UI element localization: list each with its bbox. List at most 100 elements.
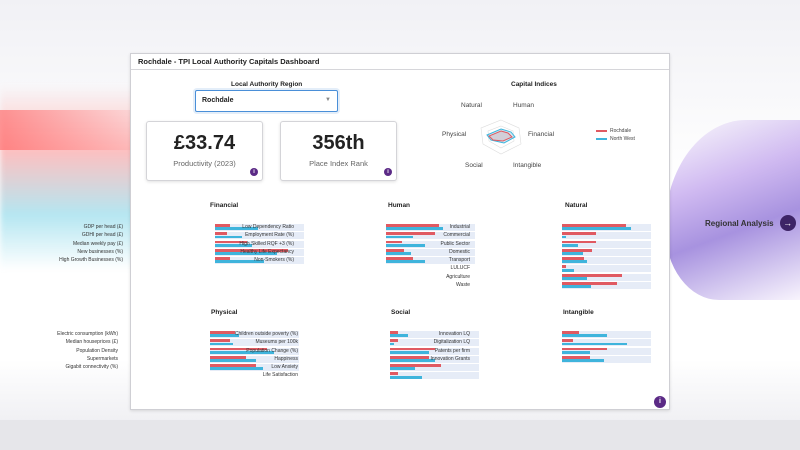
bar-track (215, 224, 304, 231)
bar-north-west (562, 235, 566, 239)
bar-rochdale (215, 248, 288, 252)
bar-label: Commercial (443, 232, 470, 239)
info-icon[interactable]: i (250, 168, 258, 176)
bar-rochdale (390, 339, 398, 343)
radar-grid-outer (480, 119, 522, 155)
bar-track (562, 347, 651, 355)
bar-label: Employment Rate (%) (245, 232, 294, 239)
bar-track (210, 331, 299, 338)
panel-title: Natural (565, 202, 588, 209)
bar-rochdale (215, 257, 231, 260)
bar-track (562, 232, 651, 240)
radar-label-physical: Physical (442, 131, 467, 138)
bar-track (386, 257, 475, 265)
bar-north-west (390, 342, 395, 346)
bar-north-west (386, 235, 413, 239)
bar-track (562, 257, 651, 265)
bar-label: Gigabit connectivity (%) (65, 364, 118, 371)
bar-label: High Skilled RQF +3 (%) (239, 240, 294, 247)
bar-rochdale (390, 364, 441, 367)
bar-rochdale (386, 257, 413, 260)
bar-label: Public Sector (440, 240, 470, 247)
bar-rochdale (390, 331, 398, 334)
bar-label: Transport (448, 257, 470, 264)
bar-rochdale (562, 240, 596, 244)
bar-rochdale (210, 339, 230, 343)
bar-rochdale (562, 224, 627, 227)
radar-label-financial: Financial (528, 131, 555, 138)
bar-north-west (215, 252, 278, 255)
bar-north-west (386, 252, 411, 255)
arrow-right-icon: → (779, 215, 796, 231)
info-icon[interactable]: i (654, 396, 666, 408)
bar-label: GDHI per head (£) (81, 232, 123, 239)
bar-track (390, 364, 479, 372)
legend-swatch (596, 138, 607, 140)
bar-label: Museums per 100k (255, 339, 298, 346)
regional-analysis-label: Regional Analysis (705, 218, 774, 228)
radar-label-intangible: Intangible (513, 162, 542, 169)
bar-track (562, 265, 651, 273)
region-select[interactable]: Rochdale ▼ (195, 90, 338, 112)
bar-rochdale (390, 372, 398, 376)
bar-north-west (386, 243, 426, 247)
legend-swatch (596, 130, 607, 132)
background-wave-left-accent (0, 110, 140, 150)
bar-label: Children outside poverty (%) (234, 331, 298, 337)
bar-rochdale (562, 339, 573, 343)
regional-analysis-link[interactable]: Regional Analysis → (705, 215, 796, 231)
bar-track (562, 331, 651, 338)
bar-track (210, 339, 299, 347)
bar-north-west (562, 243, 579, 247)
legend-item: North West (596, 136, 635, 142)
bar-north-west (390, 350, 430, 354)
bar-north-west (562, 334, 607, 338)
radar-grid-mid (487, 125, 515, 149)
bar-track (562, 282, 651, 290)
bar-north-west (215, 227, 258, 231)
info-icon[interactable]: i (384, 168, 392, 176)
bar-rochdale (210, 347, 267, 351)
bar-north-west (562, 285, 592, 289)
bar-track (562, 355, 651, 363)
bar-label: Digitalization LQ (433, 339, 470, 346)
radar-chart (480, 119, 522, 155)
legend-item: Rochdale (596, 128, 635, 134)
bar-rochdale (386, 224, 440, 227)
bar-rochdale (562, 355, 590, 359)
bar-north-west (215, 243, 253, 247)
bar-north-west (386, 260, 426, 264)
radar-legend: Rochdale North West (596, 128, 635, 144)
bar-rochdale (386, 240, 403, 244)
bar-label: Population Change (%) (246, 347, 298, 354)
kpi-value: 356th (312, 132, 365, 154)
bar-north-west (210, 359, 257, 362)
bar-label: Patents per firm (434, 347, 470, 354)
legend-label: North West (610, 136, 635, 142)
bar-rochdale (390, 355, 430, 359)
bar-rochdale (386, 248, 404, 252)
bar-rochdale (386, 232, 435, 236)
bar-track (386, 232, 475, 240)
bar-north-west (562, 252, 584, 255)
bar-north-west (210, 350, 275, 354)
bar-label: Innovation LQ (438, 331, 470, 337)
bar-rochdale (215, 232, 228, 236)
kpi-card-productivity: £33.74 Productivity (2023) i (146, 121, 263, 181)
bar-label: Domestic (449, 248, 470, 255)
bar-north-west (562, 342, 627, 346)
bar-track (562, 248, 651, 256)
bar-north-west (562, 277, 587, 280)
bar-label: LULUCF (450, 265, 470, 272)
bar-north-west (562, 227, 632, 231)
bar-label: High Growth Businesses (%) (59, 257, 123, 264)
panel-title: Financial (210, 202, 239, 209)
bar-north-west (562, 268, 575, 272)
panel-title: Intangible (563, 309, 594, 316)
bar-rochdale (210, 355, 246, 359)
bar-north-west (562, 260, 587, 264)
bar-rochdale (210, 331, 235, 334)
bar-rochdale (210, 364, 257, 367)
chevron-down-icon: ▼ (325, 97, 331, 103)
bar-track (215, 232, 304, 240)
